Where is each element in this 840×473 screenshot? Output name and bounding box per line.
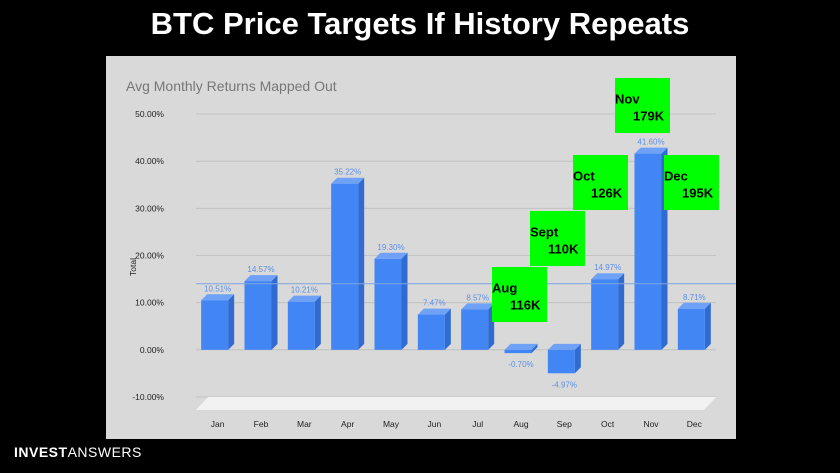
bar <box>634 153 662 350</box>
bar <box>417 314 445 350</box>
bar-top <box>374 252 408 259</box>
bar-top <box>504 343 538 350</box>
data-label: 10.51% <box>204 284 231 293</box>
bar-side <box>314 295 321 350</box>
bar <box>287 301 315 350</box>
bar <box>461 309 489 350</box>
bar-side <box>704 302 711 350</box>
price-target-box <box>573 155 628 210</box>
floor-band <box>196 397 716 410</box>
bar-side <box>358 177 365 350</box>
x-tick-label: Oct <box>601 419 615 429</box>
bar-chart: Avg Monthly Returns Mapped Out Total -10… <box>126 78 736 429</box>
bar <box>244 281 272 350</box>
y-tick-label: 20.00% <box>135 251 164 261</box>
data-label: 14.57% <box>247 265 274 274</box>
bar-side <box>271 275 278 350</box>
bar <box>331 183 359 350</box>
bar-side <box>531 343 538 354</box>
x-tick-label: Dec <box>687 419 703 429</box>
x-tick-label: Jun <box>427 419 441 429</box>
page-title: BTC Price Targets If History Repeats <box>150 6 690 41</box>
bar <box>201 300 229 350</box>
y-tick-label: 0.00% <box>140 345 165 355</box>
data-label: 7.47% <box>423 299 446 308</box>
brand-logo: INVESTANSWERS <box>14 444 142 460</box>
price-target-month: Dec <box>664 169 688 184</box>
bar-top <box>461 303 495 310</box>
data-label: 19.30% <box>377 243 404 252</box>
y-axis-label: Total <box>128 258 138 276</box>
x-tick-label: Aug <box>513 419 528 429</box>
chart-floor <box>196 397 716 410</box>
bar <box>677 308 705 350</box>
bar-side <box>618 273 625 350</box>
bar-top <box>547 343 581 350</box>
bar-top <box>244 275 278 282</box>
bar <box>374 258 402 350</box>
y-tick-label: -10.00% <box>132 392 164 402</box>
price-target-box <box>492 267 547 322</box>
price-target-month: Nov <box>615 92 640 107</box>
price-target-box <box>615 78 670 133</box>
bar-top <box>634 147 668 154</box>
price-target-annotations: Aug 116K Sept 110K Oct 126K Nov 179K Dec 195K <box>492 78 719 322</box>
bar-top <box>677 302 711 309</box>
price-target-month: Oct <box>573 169 595 184</box>
x-tick-label: Jan <box>211 419 225 429</box>
bar <box>591 279 619 350</box>
price-target-box <box>530 211 585 266</box>
price-target-box <box>664 155 719 210</box>
price-target-value: 116K <box>510 298 541 313</box>
gridlines: -10.00% 0.00% 10.00% 20.00% 30.00% 40.00% 50.0… <box>132 109 716 402</box>
bar-side <box>401 252 408 350</box>
price-target-value: 179K <box>633 109 665 124</box>
data-label: 10.21% <box>291 286 318 295</box>
y-tick-label: 30.00% <box>135 203 164 213</box>
price-target-month: Aug <box>492 281 517 296</box>
y-tick-label: 40.00% <box>135 156 164 166</box>
x-tick-label: Feb <box>254 419 269 429</box>
price-target-value: 195K <box>682 186 714 201</box>
price-target-month: Sept <box>530 225 559 240</box>
brand-light: ANSWERS <box>67 444 142 460</box>
data-label: 35.22% <box>334 168 361 177</box>
x-tick-label: Sep <box>557 419 572 429</box>
bars: 10.51% Jan 14.57% Feb 10.21% Mar 35.22% Apr 19.3… <box>201 138 711 429</box>
data-label: 14.97% <box>594 263 621 272</box>
price-target-value: 126K <box>591 186 623 201</box>
x-tick-label: May <box>383 419 400 429</box>
bar <box>547 349 575 374</box>
y-tick-label: 10.00% <box>135 298 164 308</box>
data-label: 41.60% <box>637 138 664 147</box>
bar <box>504 349 532 354</box>
bar-side <box>444 308 451 350</box>
bar-top <box>417 308 451 315</box>
bar-top <box>591 273 625 280</box>
data-label: -4.97% <box>552 380 577 389</box>
bar-side <box>574 343 581 374</box>
bar-top <box>331 177 365 184</box>
y-tick-label: 50.00% <box>135 109 164 119</box>
x-tick-label: Apr <box>341 419 354 429</box>
x-tick-label: Mar <box>297 419 312 429</box>
bar-top <box>201 294 235 301</box>
price-target-value: 110K <box>548 242 579 257</box>
data-label: 8.71% <box>683 293 706 302</box>
x-tick-label: Nov <box>643 419 659 429</box>
x-tick-label: Jul <box>472 419 483 429</box>
bar-side <box>228 294 235 350</box>
data-label: -0.70% <box>508 360 533 369</box>
bar-top <box>287 295 321 302</box>
chart-title: Avg Monthly Returns Mapped Out <box>126 78 337 94</box>
brand-strong: INVEST <box>14 444 68 460</box>
data-label: 8.57% <box>466 293 489 302</box>
